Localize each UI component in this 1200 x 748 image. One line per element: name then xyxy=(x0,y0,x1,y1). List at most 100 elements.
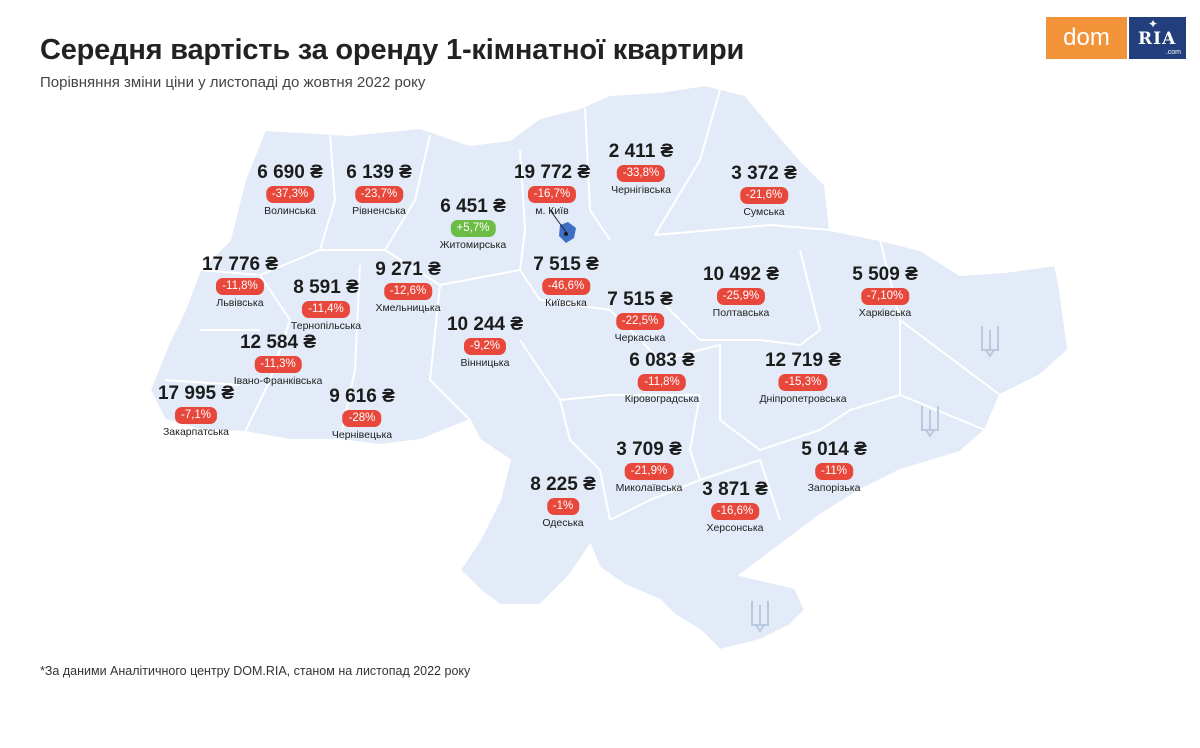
region-name: Київська xyxy=(545,297,587,309)
kyiv-city-shape xyxy=(559,222,576,243)
region-price: 5 509 ₴ xyxy=(852,264,918,285)
region-name: Рівненська xyxy=(352,205,406,217)
page-title: Середня вартість за оренду 1-кімнатної к… xyxy=(40,34,745,66)
region-change-badge: -16,7% xyxy=(527,186,577,203)
region-ternopilska: 8 591 ₴ -11,4% Тернопільська xyxy=(291,277,361,333)
region-zakarpatska: 17 995 ₴ -7,1% Закарпатська xyxy=(158,383,234,439)
region-price: 3 709 ₴ xyxy=(616,439,682,460)
region-price: 6 451 ₴ xyxy=(440,196,506,217)
logo-ria-text: RIA xyxy=(1138,29,1177,49)
region-name: Закарпатська xyxy=(162,426,230,438)
region-price: 8 225 ₴ xyxy=(530,474,596,495)
region-change-badge: -11,3% xyxy=(254,356,302,373)
region-odeska: 8 225 ₴ -1% Одеська xyxy=(530,474,596,530)
region-khersonska: 3 871 ₴ -16,6% Херсонська xyxy=(702,479,768,535)
region-ivano-frankivska: 12 584 ₴ -11,3% Івано-Франківська xyxy=(234,332,323,388)
region-poltavska: 10 492 ₴ -25,9% Полтавська xyxy=(703,264,779,320)
region-change-badge: +5,7% xyxy=(450,220,496,237)
region-price: 17 776 ₴ xyxy=(201,254,279,275)
region-price: 17 995 ₴ xyxy=(157,383,235,404)
region-change-badge: -9,2% xyxy=(463,338,507,355)
trident-icon xyxy=(751,326,999,633)
region-chernivetska: 9 616 ₴ -28% Чернівецька xyxy=(329,386,395,442)
region-price: 10 244 ₴ xyxy=(446,314,524,335)
region-chernihivska: 2 411 ₴ -33,8% Чернігівська xyxy=(609,141,673,197)
region-name: Сумська xyxy=(743,206,785,218)
region-borders xyxy=(164,89,1001,521)
region-price: 6 139 ₴ xyxy=(346,162,412,183)
page-subtitle: Порівняння зміни ціни у листопаді до жов… xyxy=(40,74,426,91)
region-change-badge: -21,9% xyxy=(624,463,674,480)
region-khmelnytska: 9 271 ₴ -12,6% Хмельницька xyxy=(375,259,441,315)
region-name: Вінницька xyxy=(460,357,510,369)
region-change-badge: -11,4% xyxy=(302,301,350,318)
region-volynska: 6 690 ₴ -37,3% Волинська xyxy=(257,162,323,218)
region-name: Чернігівська xyxy=(611,184,671,196)
region-sumska: 3 372 ₴ -21,6% Сумська xyxy=(731,163,797,219)
region-price: 3 871 ₴ xyxy=(702,479,768,500)
region-name: Кіровоградська xyxy=(624,393,700,405)
region-price: 7 515 ₴ xyxy=(533,254,599,275)
logo-ria: ✦ RIA .com xyxy=(1129,17,1186,59)
logo-dom: dom xyxy=(1046,17,1127,59)
region-name: Харківська xyxy=(858,307,912,319)
region-dnipropetrovska: 12 719 ₴ -15,3% Дніпропетровська xyxy=(759,350,846,406)
region-name: Івано-Франківська xyxy=(233,375,323,387)
domria-logo: dom ✦ RIA .com xyxy=(1046,17,1186,59)
region-price: 9 616 ₴ xyxy=(329,386,395,407)
region-change-badge: -16,6% xyxy=(710,503,760,520)
source-footnote: *За даними Аналітичного центру DOM.RIA, … xyxy=(40,664,471,678)
region-name: Волинська xyxy=(264,205,316,217)
region-price: 9 271 ₴ xyxy=(375,259,441,280)
region-name: Миколаївська xyxy=(615,482,683,494)
region-change-badge: -11% xyxy=(815,463,853,480)
region-price: 6 690 ₴ xyxy=(257,162,323,183)
region-change-badge: -37,3% xyxy=(265,186,315,203)
region-change-badge: -46,6% xyxy=(541,278,591,295)
region-kyiv-city: 19 772 ₴ -16,7% м. Київ xyxy=(514,162,590,218)
logo-star-icon: ✦ xyxy=(1148,17,1159,31)
region-price: 5 014 ₴ xyxy=(801,439,867,460)
region-cherkaska: 7 515 ₴ -22,5% Черкаська xyxy=(607,289,673,345)
region-name: Одеська xyxy=(542,517,584,529)
region-name: Полтавська xyxy=(712,307,770,319)
region-change-badge: -7,1% xyxy=(174,407,218,424)
region-change-badge: -1% xyxy=(546,498,580,515)
kyiv-pointer-line xyxy=(549,209,567,233)
region-kharkivska: 5 509 ₴ -7,10% Харківська xyxy=(852,264,918,320)
region-name: Херсонська xyxy=(706,522,764,534)
region-price: 8 591 ₴ xyxy=(293,277,359,298)
region-mykolaivska: 3 709 ₴ -21,9% Миколаївська xyxy=(616,439,683,495)
region-change-badge: -22,5% xyxy=(615,313,665,330)
region-zhytomyrska: 6 451 ₴ +5,7% Житомирська xyxy=(440,196,506,252)
region-price: 3 372 ₴ xyxy=(731,163,797,184)
region-price: 12 584 ₴ xyxy=(239,332,317,353)
region-change-badge: -33,8% xyxy=(616,165,666,182)
region-name: Тернопільська xyxy=(290,320,362,332)
region-name: м. Київ xyxy=(535,205,569,217)
region-kirovohradska: 6 083 ₴ -11,8% Кіровоградська xyxy=(625,350,699,406)
region-change-badge: -28% xyxy=(342,410,382,427)
region-change-badge: -21,6% xyxy=(739,187,789,204)
region-change-badge: -25,9% xyxy=(716,288,766,305)
region-change-badge: -11,8% xyxy=(216,278,264,295)
region-price: 6 083 ₴ xyxy=(629,350,695,371)
region-name: Черкаська xyxy=(614,332,666,344)
logo-com-text: .com xyxy=(1165,49,1181,56)
region-zaporizka: 5 014 ₴ -11% Запорізька xyxy=(801,439,867,495)
region-lvivska: 17 776 ₴ -11,8% Львівська xyxy=(202,254,278,310)
region-name: Львівська xyxy=(216,297,264,309)
region-change-badge: -12,6% xyxy=(383,283,433,300)
region-vinnytska: 10 244 ₴ -9,2% Вінницька xyxy=(447,314,523,370)
region-name: Хмельницька xyxy=(375,302,441,314)
region-rivnenska: 6 139 ₴ -23,7% Рівненська xyxy=(346,162,412,218)
region-change-badge: -11,8% xyxy=(638,374,686,391)
region-price: 10 492 ₴ xyxy=(702,264,780,285)
region-change-badge: -23,7% xyxy=(354,186,404,203)
region-name: Житомирська xyxy=(439,239,507,251)
region-price: 19 772 ₴ xyxy=(513,162,591,183)
region-change-badge: -15,3% xyxy=(778,374,828,391)
region-price: 12 719 ₴ xyxy=(764,350,842,371)
region-price: 7 515 ₴ xyxy=(607,289,673,310)
